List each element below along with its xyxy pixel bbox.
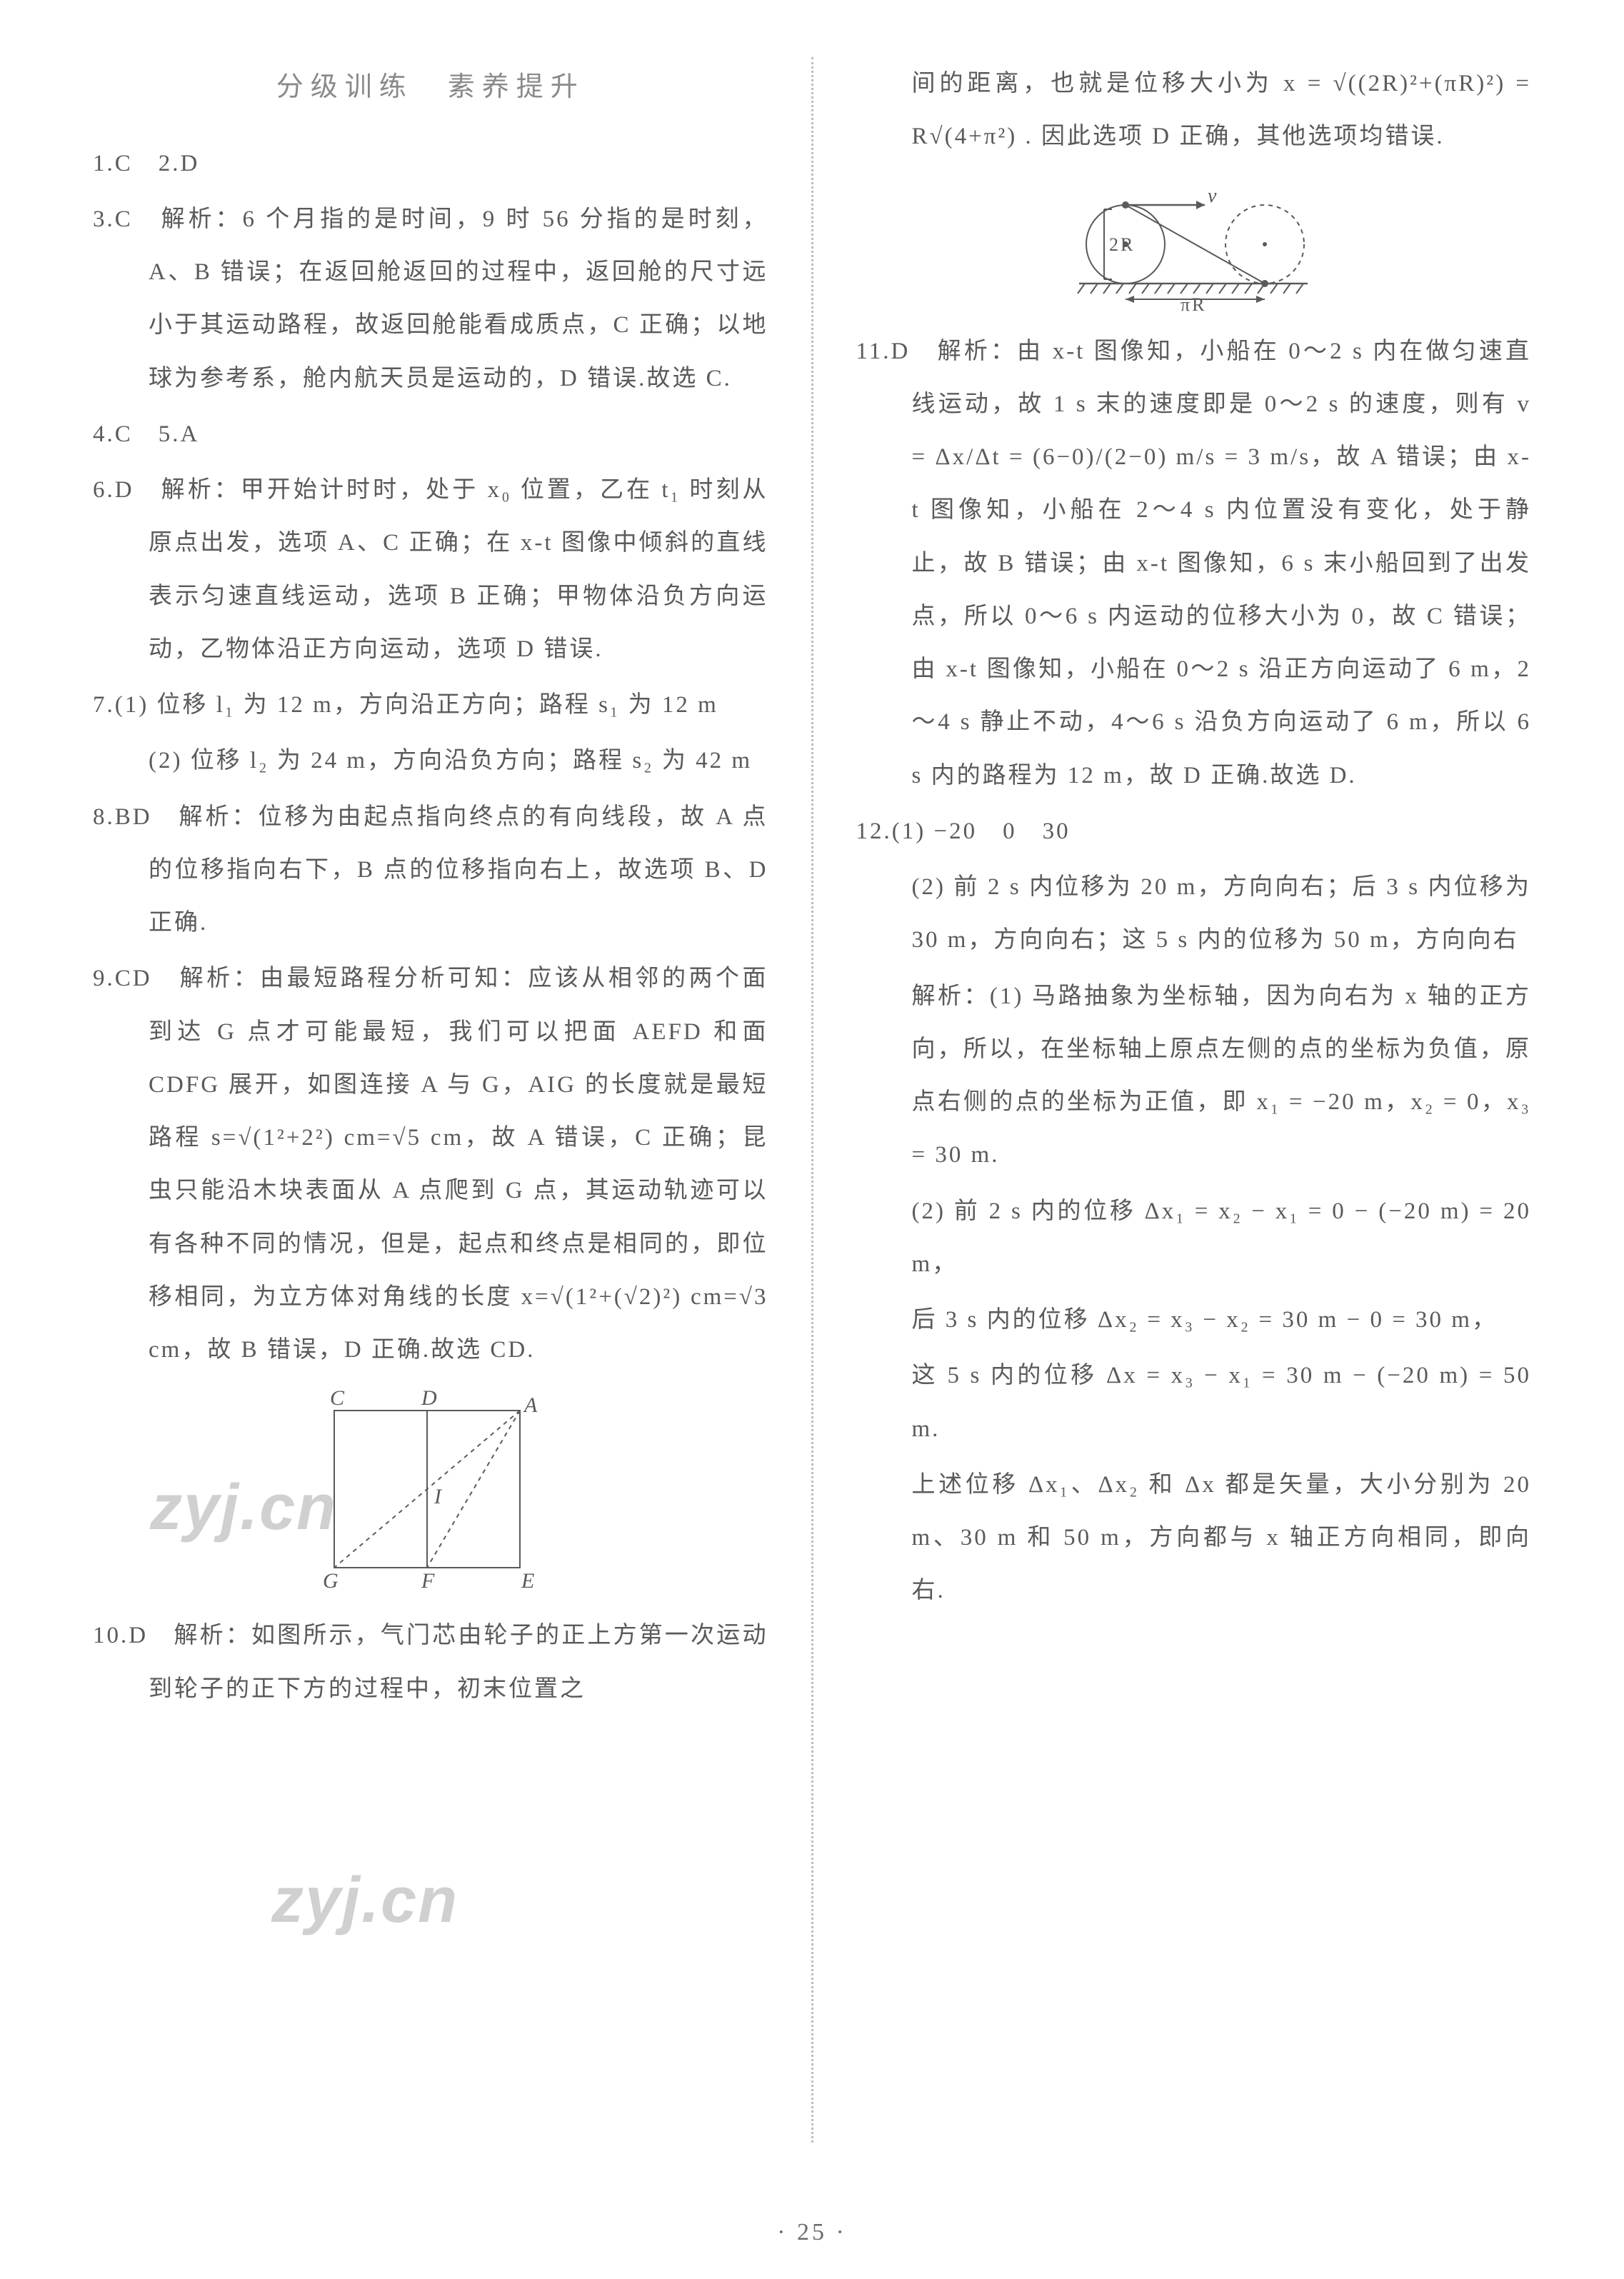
cube-svg: C D A G F E I xyxy=(313,1389,548,1596)
answer-12b: (2) 前 2 s 内位移为 20 m，方向向右；后 3 s 内位移为 30 m… xyxy=(856,861,1532,967)
answer-12e: 后 3 s 内的位移 Δx₂ = x₃ − x₂ = 30 m − 0 = 30… xyxy=(856,1293,1532,1346)
figure-wheel: v 2R xyxy=(856,176,1532,312)
svg-text:C: C xyxy=(330,1389,346,1410)
answer-12d: (2) 前 2 s 内的位移 Δx₁ = x₂ − x₁ = 0 − (−20 … xyxy=(856,1185,1532,1291)
answer-12f: 这 5 s 内的位移 Δx = x₃ − x₁ = 30 m − (−20 m)… xyxy=(856,1349,1532,1456)
svg-text:F: F xyxy=(421,1569,436,1593)
answer-7b: (2) 位移 l₂ 为 24 m，方向沿负方向；路程 s₂ 为 42 m xyxy=(93,734,768,787)
answer-8: 8.BD 解析：位移为由起点指向终点的有向线段，故 A 点的位移指向右下，B 点… xyxy=(93,791,768,950)
answer-11: 11.D 解析：由 x-t 图像知，小船在 0～2 s 内在做匀速直线运动，故 … xyxy=(856,325,1532,802)
svg-text:πR: πR xyxy=(1181,294,1206,312)
svg-text:v: v xyxy=(1208,185,1218,207)
svg-text:I: I xyxy=(433,1485,443,1508)
answer-3: 3.C 解析：6 个月指的是时间，9 时 56 分指的是时刻，A、B 错误；在返… xyxy=(93,193,768,405)
answer-12c: 解析：(1) 马路抽象为坐标轴，因为向右为 x 轴的正方向，所以，在坐标轴上原点… xyxy=(856,970,1532,1182)
svg-text:G: G xyxy=(323,1569,341,1593)
wheel-svg: v 2R xyxy=(1065,176,1322,312)
svg-text:2R: 2R xyxy=(1109,234,1135,255)
answer-4-5: 4.C 5.A xyxy=(93,408,768,461)
right-column: 间的距离，也就是位移大小为 x = √((2R)²+(πR)²) = R√(4+… xyxy=(856,57,1532,2143)
figure-cube: C D A G F E I xyxy=(93,1389,768,1596)
answer-1-2: 1.C 2.D xyxy=(93,137,768,190)
svg-text:D: D xyxy=(421,1389,439,1410)
column-divider xyxy=(811,57,813,2143)
answer-12g: 上述位移 Δx₁、Δx₂ 和 Δx 都是矢量，大小分别为 20 m、30 m 和… xyxy=(856,1458,1532,1618)
page-columns: 分级训练 素养提升 1.C 2.D 3.C 解析：6 个月指的是时间，9 时 5… xyxy=(93,57,1531,2143)
svg-text:E: E xyxy=(521,1569,536,1593)
svg-text:A: A xyxy=(523,1393,539,1417)
answer-10-cont: 间的距离，也就是位移大小为 x = √((2R)²+(πR)²) = R√(4+… xyxy=(856,57,1532,164)
answer-10: 10.D 解析：如图所示，气门芯由轮子的正上方第一次运动到轮子的正下方的过程中，… xyxy=(93,1609,768,1715)
left-column: 分级训练 素养提升 1.C 2.D 3.C 解析：6 个月指的是时间，9 时 5… xyxy=(93,57,768,2143)
answer-12a: 12.(1) −20 0 30 xyxy=(856,805,1532,858)
section-title: 分级训练 素养提升 xyxy=(93,57,768,119)
answer-6: 6.D 解析：甲开始计时时，处于 x₀ 位置，乙在 t₁ 时刻从原点出发，选项 … xyxy=(93,464,768,676)
answer-9: 9.CD 解析：由最短路程分析可知：应该从相邻的两个面到达 G 点才可能最短，我… xyxy=(93,952,768,1376)
answer-7a: 7.(1) 位移 l₁ 为 12 m，方向沿正方向；路程 s₁ 为 12 m xyxy=(93,678,768,731)
page-number: · 25 · xyxy=(0,2219,1624,2246)
